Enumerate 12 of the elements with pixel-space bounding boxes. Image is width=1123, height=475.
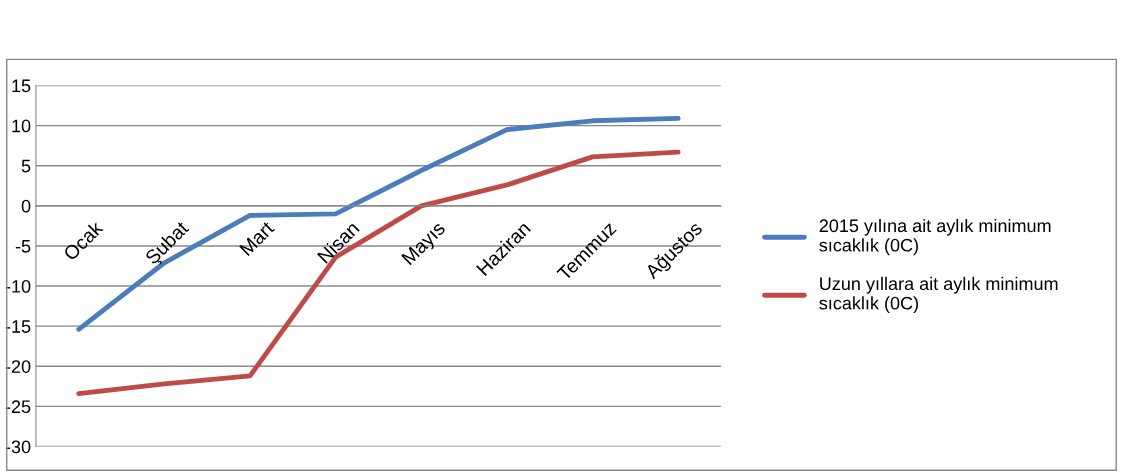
y-tick-label: 15 <box>12 79 31 93</box>
legend-label: Uzun yıllara ait aylık minimum sıcaklık (0C) <box>819 276 1058 314</box>
y-tick-label: -5 <box>15 240 31 253</box>
y-tick-label: -25 <box>5 400 31 414</box>
y-tick-label: 10 <box>12 119 31 133</box>
y-tick-label: -30 <box>5 440 31 454</box>
y-tick-label: -15 <box>5 320 31 333</box>
y-tick-label: -20 <box>5 360 31 373</box>
y-tick-label: -10 <box>5 279 31 293</box>
y-tick-label: 5 <box>21 159 31 173</box>
legend-label: 2015 yılına ait aylık minimum sıcaklık (0C) <box>819 218 1051 256</box>
y-tick-label: 0 <box>21 199 31 213</box>
